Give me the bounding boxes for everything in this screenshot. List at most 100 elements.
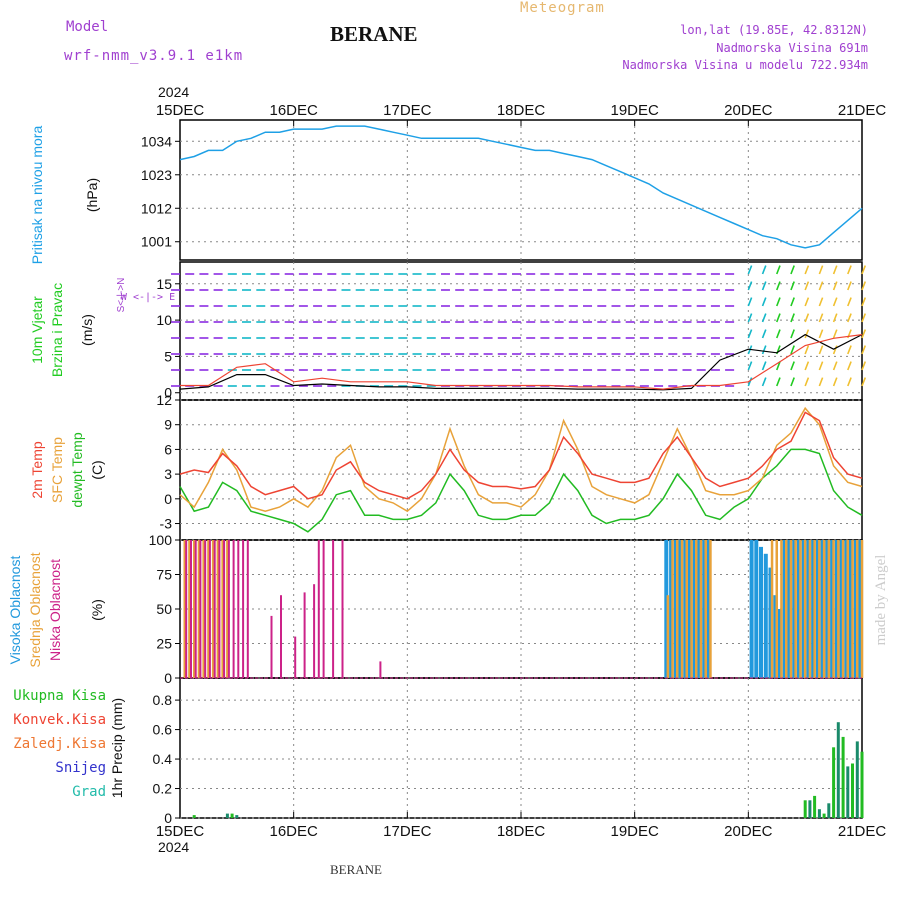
x-tick-label-bottom: 19DEC	[610, 823, 659, 840]
wind-arrow	[818, 281, 824, 291]
precip-legend-item: Zaledj.Kisa	[13, 736, 106, 752]
precip-bar	[817, 809, 821, 818]
wind-arrow	[861, 361, 867, 371]
wind-title-2: Brzina i Pravac	[49, 283, 65, 377]
precip-bar	[225, 813, 229, 818]
y-tick-label-pressure: 1034	[141, 133, 172, 149]
cloud-bar	[832, 540, 835, 678]
cloud-bar	[270, 615, 273, 678]
wind-compass-label: W <-|-> E	[121, 292, 175, 303]
y-tick-label-pressure: 1001	[141, 234, 172, 250]
y-tick-label-temperature: -3	[160, 516, 173, 532]
wind-arrow	[818, 313, 824, 323]
wind-arrow	[804, 329, 810, 339]
wind-arrow	[804, 281, 810, 291]
year-bottom: 2024	[158, 839, 190, 855]
wind-arrow	[861, 265, 867, 275]
wind-arrow	[790, 281, 795, 291]
x-tick-label-bottom: 20DEC	[724, 823, 773, 840]
pressure-line	[179, 125, 863, 249]
y-tick-label-temperature: 12	[156, 392, 172, 408]
cloud-bar	[332, 540, 335, 678]
x-tick-label-bottom: 16DEC	[269, 823, 318, 840]
cloud-bar	[223, 540, 226, 678]
precip-bar	[808, 800, 812, 818]
cloud-bar	[749, 540, 754, 678]
precip-legend-item: Konvek.Kisa	[13, 712, 106, 728]
cloud-bar	[671, 540, 674, 678]
wind-arrow	[761, 281, 767, 291]
y-tick-label-precip: 0.8	[153, 692, 173, 708]
y-tick-label-temperature: 3	[164, 466, 172, 482]
wind-arrow	[747, 281, 753, 291]
wind-arrow	[761, 313, 767, 323]
wind-arrow	[747, 329, 753, 339]
cloud-bar	[692, 540, 697, 678]
temp-title-dew: dewpt Temp	[69, 432, 85, 507]
cloud-bar	[211, 540, 215, 678]
cloud-bar	[856, 540, 859, 678]
cloud-bar	[827, 540, 831, 678]
y-tick-label-wind: 0	[164, 385, 172, 401]
cloud-bar	[792, 540, 797, 678]
cloud-bar	[759, 546, 763, 678]
year-top: 2024	[158, 84, 190, 100]
cloud-bar	[849, 540, 853, 678]
wind-arrow	[847, 265, 852, 275]
wind-arrow	[747, 313, 753, 323]
cloud-bar	[185, 540, 188, 678]
cloud-bar	[775, 540, 778, 678]
precip-bar	[846, 766, 850, 818]
cloud-bar	[232, 540, 235, 678]
wind-arrow	[832, 329, 838, 339]
wind-arrow	[776, 377, 781, 387]
watermark: made by Angel	[873, 555, 889, 646]
panel-frame-precip	[179, 677, 863, 819]
temp-title-sfc: SFC Temp	[49, 437, 65, 503]
cloud-bar	[669, 540, 674, 678]
cloud-bar	[846, 540, 849, 678]
cloud-bar	[202, 540, 205, 678]
cloud-bar	[820, 540, 825, 678]
wind-arrow	[804, 361, 810, 371]
cloud-bar	[782, 540, 787, 678]
wind-arrow	[747, 297, 753, 307]
cloud-bar	[317, 540, 320, 678]
cloud-bar	[242, 540, 245, 678]
cloud-bar	[806, 540, 811, 678]
wind-title-1: 10m Vjetar	[29, 296, 45, 364]
cloud-bar	[815, 540, 820, 678]
precip-bar	[827, 803, 831, 818]
x-tick-label-top: 20DEC	[724, 102, 773, 119]
precip-bar	[860, 751, 864, 818]
wind-arrow	[790, 345, 795, 355]
wind-arrow	[832, 377, 838, 387]
cloud-bar	[773, 595, 778, 678]
cloud-bar	[685, 540, 688, 678]
cloud-unit: (%)	[89, 599, 105, 621]
wind-arrow	[818, 265, 824, 275]
cloud-bar	[858, 540, 863, 678]
cloud-bar	[706, 540, 711, 678]
wind-arrow	[847, 281, 852, 291]
wind-arrow	[832, 281, 838, 291]
cloud-bar	[188, 540, 191, 678]
wind-arrow	[832, 297, 838, 307]
cloud-bar	[204, 540, 207, 678]
y-tick-label-cloud: 75	[156, 567, 172, 583]
wind-arrow	[776, 265, 781, 275]
precip-legend-item: Grad	[72, 784, 106, 800]
y-tick-label-cloud: 50	[156, 601, 172, 617]
cloud-bar	[322, 540, 325, 678]
cloud-bar	[678, 540, 683, 678]
y-tick-label-temperature: 0	[164, 491, 172, 507]
precip-bar	[851, 763, 854, 818]
y-tick-label-precip: 0	[164, 810, 172, 826]
panel-frame-wind	[179, 261, 863, 401]
wind-arrow	[832, 313, 838, 323]
x-tick-label-bottom: 21DEC	[838, 823, 887, 840]
cloud-bar	[680, 540, 684, 678]
cloud-bar	[780, 540, 783, 678]
wind-arrow	[804, 345, 810, 355]
y-tick-label-precip: 0.6	[153, 722, 173, 738]
